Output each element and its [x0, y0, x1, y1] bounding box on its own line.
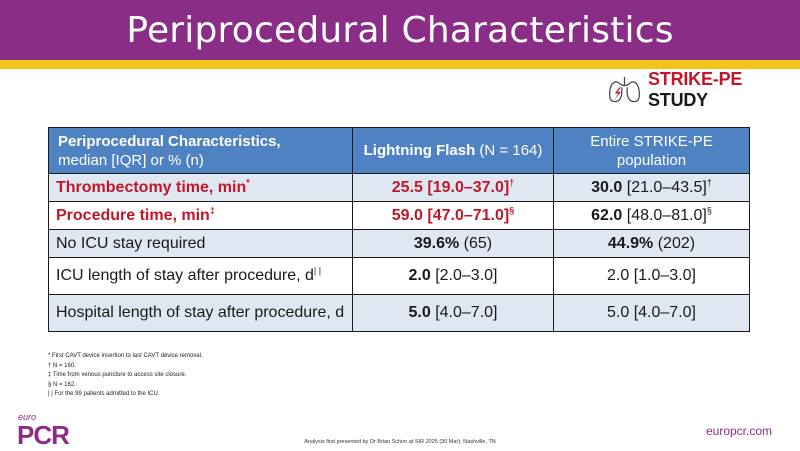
- analysis-credit: Analysis first presented by Dr Brian Sch…: [304, 439, 496, 445]
- row-value-lightning: 2.0 [2.0–3.0]: [352, 257, 554, 295]
- study-name-accent: STRIKE-PE: [647, 69, 743, 89]
- row-label-sup: | |: [313, 265, 322, 276]
- table-row: Thrombectomy time, min* 25.5 [19.0–37.0]…: [48, 173, 750, 202]
- value-sup: §: [509, 205, 515, 216]
- footnote: † N = 160.: [48, 362, 76, 369]
- study-name: STRIKE-PE STUDY: [648, 69, 787, 111]
- value-rest: (65): [459, 234, 493, 252]
- row-label: ICU length of stay after procedure, d| |: [48, 257, 353, 295]
- header-lightning-flash: Lightning Flash (N = 164): [352, 127, 554, 174]
- table-row: Procedure time, min‡ 59.0 [47.0–71.0]§ 6…: [48, 201, 750, 230]
- row-label: No ICU stay required: [48, 229, 353, 258]
- row-value-entire: 30.0 [21.0–43.5]†: [553, 173, 750, 202]
- value-text: 25.5 [19.0–37.0]: [391, 178, 510, 196]
- study-logo: STRIKE-PE STUDY: [607, 69, 787, 111]
- row-label: Thrombectomy time, min*: [48, 173, 353, 202]
- logo-euro-text: euro: [18, 412, 37, 422]
- row-label: Procedure time, min‡: [48, 201, 353, 230]
- value-bold: 5.0: [408, 304, 431, 321]
- row-label-text: Thrombectomy time, min: [56, 178, 247, 196]
- row-label-sup: ‡: [209, 205, 215, 216]
- table-row: ICU length of stay after procedure, d| |…: [48, 257, 750, 295]
- table-row: No ICU stay required 39.6% (65) 44.9% (2…: [48, 229, 750, 258]
- footnote: § N = 162.: [48, 381, 76, 388]
- header-lightning-flash-n: (N = 164): [475, 142, 543, 159]
- row-value-entire: 44.9% (202): [553, 229, 750, 258]
- value-sup: §: [706, 205, 712, 216]
- footnote: | | For the 99 patients admitted to the …: [48, 391, 160, 397]
- logo-pcr-text: PCR: [17, 420, 70, 450]
- title-underline: [0, 60, 800, 69]
- value-bold: 62.0: [591, 206, 623, 224]
- europcr-logo: euro PCR: [17, 412, 77, 450]
- header-entire-line2: population: [616, 151, 687, 169]
- row-label-text: Procedure time, min: [56, 206, 210, 224]
- table-header-row: Periprocedural Characteristics, median […: [48, 127, 750, 174]
- header-characteristic: Periprocedural Characteristics, median […: [48, 127, 353, 174]
- value-bold: 44.9%: [607, 234, 654, 252]
- row-label-sup: *: [246, 177, 250, 188]
- row-value-lightning: 25.5 [19.0–37.0]†: [352, 173, 554, 202]
- value-rest: [2.0–3.0]: [430, 267, 498, 284]
- row-value-entire: 5.0 [4.0–7.0]: [553, 294, 750, 332]
- page-title: Periprocedural Characteristics: [126, 9, 674, 51]
- row-value-entire: 2.0 [1.0–3.0]: [553, 257, 750, 295]
- value-rest: [21.0–43.5]: [622, 178, 707, 196]
- value-bold: 2.0: [408, 267, 431, 284]
- value-text: 59.0 [47.0–71.0]: [391, 206, 510, 224]
- row-value-lightning: 59.0 [47.0–71.0]§: [352, 201, 554, 230]
- header-lightning-flash-bold: Lightning Flash: [363, 142, 476, 159]
- characteristics-table: Periprocedural Characteristics, median […: [48, 127, 750, 332]
- website-link[interactable]: europcr.com: [705, 424, 772, 438]
- header-characteristic-bold: Periprocedural Characteristics,: [58, 132, 281, 150]
- footnotes: * First CAVT device insertion to last CA…: [48, 352, 203, 400]
- value-sup: †: [509, 177, 515, 188]
- row-label: Hospital length of stay after procedure,…: [48, 294, 353, 332]
- value-sup: †: [706, 177, 712, 188]
- row-value-lightning: 39.6% (65): [352, 229, 554, 258]
- value-rest: (202): [653, 234, 696, 252]
- value-bold: 39.6%: [413, 234, 460, 252]
- row-value-entire: 62.0 [48.0–81.0]§: [553, 201, 750, 230]
- row-value-lightning: 5.0 [4.0–7.0]: [352, 294, 554, 332]
- value-rest: [48.0–81.0]: [622, 206, 707, 224]
- footnote: * First CAVT device insertion to last CA…: [48, 353, 203, 359]
- table-row: Hospital length of stay after procedure,…: [48, 294, 750, 332]
- footnote: ‡ Time from venous puncture to access si…: [48, 372, 187, 378]
- value-bold: 30.0: [591, 178, 623, 196]
- header-entire-line1: Entire STRIKE-PE: [590, 132, 713, 150]
- value-rest: [4.0–7.0]: [430, 304, 498, 321]
- row-label-text: ICU length of stay after procedure, d: [56, 267, 314, 284]
- title-banner: Periprocedural Characteristics: [0, 0, 800, 60]
- lungs-lightning-icon: [609, 76, 640, 103]
- header-characteristic-rest: median [IQR] or % (n): [58, 151, 204, 169]
- header-entire-population: Entire STRIKE-PE population: [553, 127, 750, 174]
- study-name-rest: STUDY: [647, 90, 708, 110]
